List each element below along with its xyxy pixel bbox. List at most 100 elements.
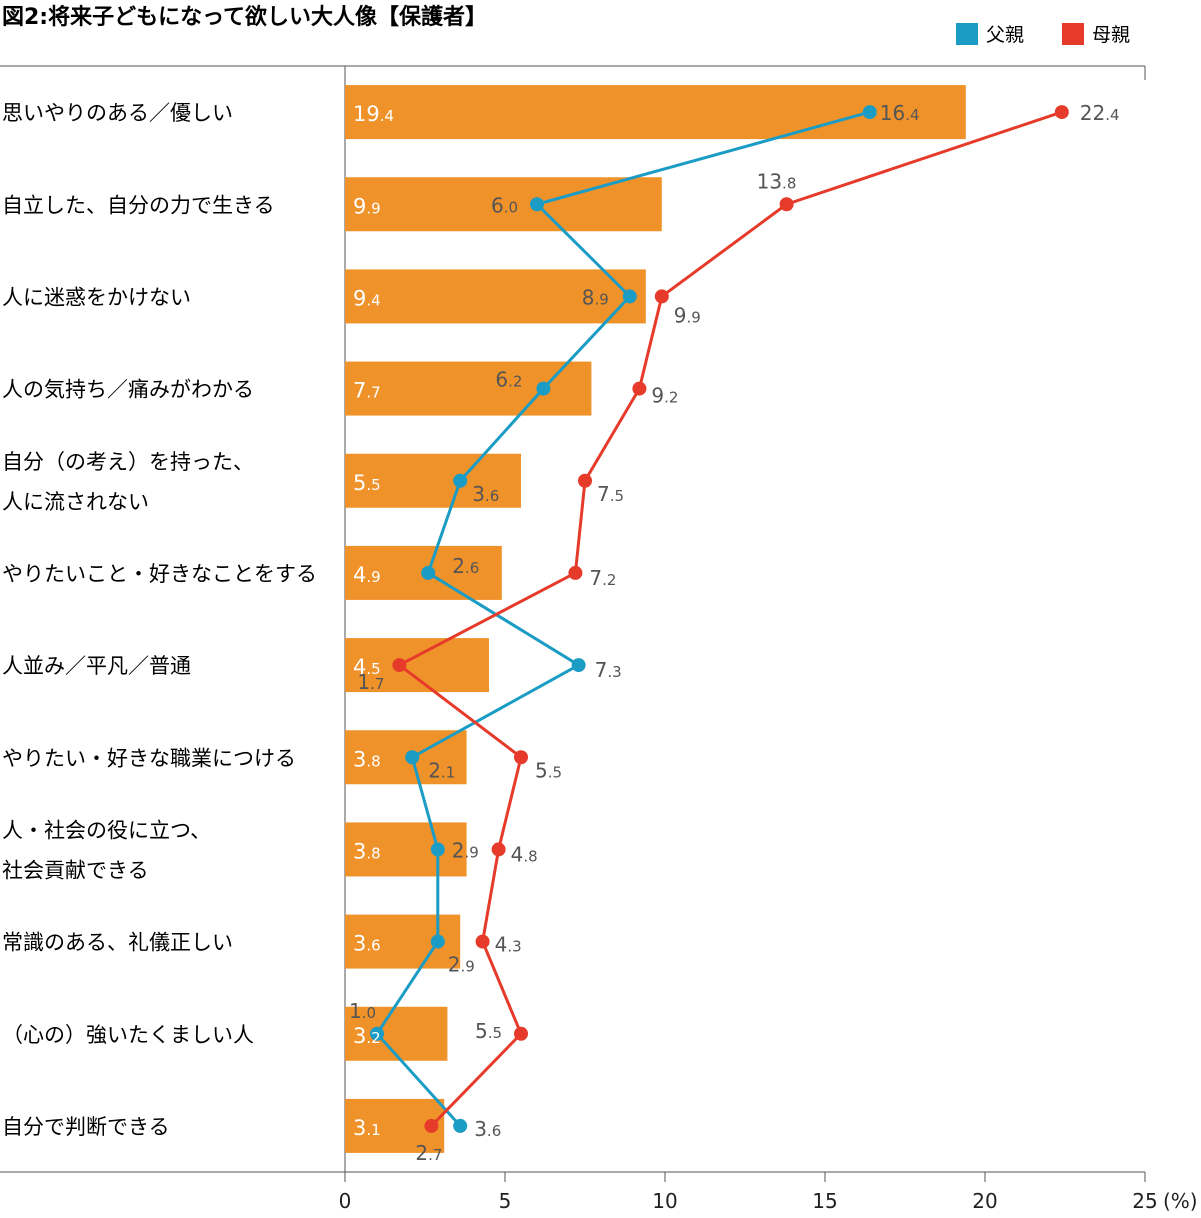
bar-value-label: 3.1 — [353, 1116, 381, 1140]
point-value-label: 3.6 — [474, 1117, 501, 1141]
point-value-label: 22.4 — [1080, 101, 1120, 125]
lines — [370, 105, 1069, 1133]
series-point — [779, 197, 794, 212]
point-value-label: 6.2 — [495, 368, 522, 392]
unit-label: (%) — [1163, 1189, 1198, 1213]
x-tick-label: 10 — [652, 1189, 677, 1213]
point-value-label: 9.9 — [674, 303, 701, 327]
bar-value-label: 3.8 — [353, 839, 381, 863]
bar-value-label: 4.9 — [353, 563, 381, 587]
category-label: 常識のある、礼儀正しい — [2, 931, 233, 955]
series-point — [421, 565, 436, 580]
bar — [345, 361, 592, 416]
series-point — [405, 750, 420, 765]
series-line — [375, 110, 871, 1127]
legend-label: 母親 — [1092, 24, 1130, 46]
point-value-label: 13.8 — [757, 169, 797, 193]
bar — [345, 269, 646, 324]
series-point — [568, 565, 583, 580]
category-label: 思いやりのある／優しい — [2, 101, 233, 125]
series-point — [491, 842, 506, 857]
point-value-label: 7.3 — [595, 658, 622, 682]
series-point — [622, 289, 637, 304]
category-label: 人並み／平凡／普通 — [2, 654, 191, 678]
bar-value-label: 5.5 — [353, 471, 381, 495]
x-tick-label: 20 — [972, 1189, 997, 1213]
series-point — [424, 1118, 439, 1133]
point-value-label: 1.0 — [349, 999, 376, 1023]
x-tick-label: 25 — [1132, 1189, 1157, 1213]
bar-value-label: 9.4 — [353, 286, 381, 310]
category-label: 自分で判断できる — [2, 1115, 170, 1139]
bar-value-label: 3.2 — [353, 1024, 381, 1048]
bar — [345, 1006, 448, 1061]
series-point — [392, 658, 407, 673]
bar-value-label: 9.9 — [353, 194, 381, 218]
bar-value-label: 4.5 — [353, 655, 381, 679]
point-value-label: 3.6 — [472, 482, 499, 506]
point-value-label: 1.7 — [357, 670, 384, 694]
series-point — [475, 934, 490, 949]
axes: 0 5 10 15 20 25 (%) — [0, 65, 1198, 1213]
point-value-label: 8.9 — [582, 285, 609, 309]
series-point — [370, 1026, 384, 1041]
series-point — [514, 1026, 528, 1041]
x-tick-label: 0 — [339, 1189, 352, 1213]
point-value-label: 2.9 — [452, 838, 479, 862]
series-point — [578, 473, 592, 488]
category-label: 人に流されない — [2, 490, 149, 514]
category-label: やりたいこと・好きなことをする — [2, 562, 317, 586]
bar — [345, 85, 966, 140]
series-point — [632, 381, 647, 396]
series-point — [453, 1118, 468, 1133]
bar-value-label: 19.4 — [353, 102, 394, 126]
series-point — [530, 197, 544, 212]
bar-value-label: 7.7 — [353, 379, 381, 403]
point-value-label: 2.1 — [428, 758, 455, 782]
point-value-label: 9.2 — [651, 384, 678, 408]
point-value-label: 5.5 — [535, 758, 562, 782]
series-point — [654, 289, 669, 304]
bars — [345, 85, 966, 1153]
series-point — [430, 842, 445, 857]
x-tick-label: 5 — [499, 1189, 512, 1213]
category-label: 人・社会の役に立つ、 — [2, 818, 211, 842]
series-line — [397, 110, 1063, 1127]
point-value-label: 16.4 — [880, 101, 920, 125]
chart-title: 図2:将来子どもになって欲しい大人像【保護者】 — [2, 4, 487, 30]
category-label: やりたい・好きな職業につける — [2, 746, 296, 770]
point-value-label: 6.0 — [491, 193, 518, 217]
category-label: 人に迷惑をかけない — [2, 285, 191, 309]
series-point — [536, 381, 551, 396]
point-value-label: 2.7 — [415, 1141, 442, 1165]
series-point — [430, 934, 445, 949]
category-label: （心の）強いたくましい人 — [2, 1023, 254, 1047]
category-label: 人の気持ち／痛みがわかる — [2, 378, 254, 402]
bar — [345, 177, 662, 232]
bar-value-label: 3.8 — [353, 747, 381, 771]
point-value-label: 2.9 — [448, 953, 475, 977]
series-point — [514, 750, 528, 765]
bar-value-label: 3.6 — [353, 932, 381, 956]
series-point — [571, 658, 586, 673]
point-value-label: 4.8 — [511, 842, 538, 866]
data-labels: 19.4 9.9 9.4 7.7 5.5 4.9 4.5 3.8 3.8 3.6 3.2 3.1 16.… — [349, 101, 1120, 1165]
series-point — [1054, 105, 1069, 120]
legend-swatch — [1062, 23, 1084, 45]
point-value-label: 5.5 — [475, 1019, 502, 1043]
point-value-label: 2.6 — [452, 554, 479, 578]
point-value-label: 7.2 — [589, 566, 616, 590]
legend-swatch — [956, 23, 978, 45]
category-label: 社会貢献できる — [2, 858, 149, 882]
legend-label: 父親 — [986, 24, 1024, 46]
point-value-label: 4.3 — [495, 933, 522, 957]
series-point — [862, 105, 877, 120]
category-label: 自立した、自分の力で生きる — [2, 193, 275, 217]
bar — [345, 638, 489, 693]
bar — [345, 822, 467, 877]
category-label: 自分（の考え）を持った、 — [2, 450, 254, 474]
point-value-label: 7.5 — [597, 482, 624, 506]
bar — [345, 453, 521, 508]
x-tick-label: 15 — [812, 1189, 837, 1213]
